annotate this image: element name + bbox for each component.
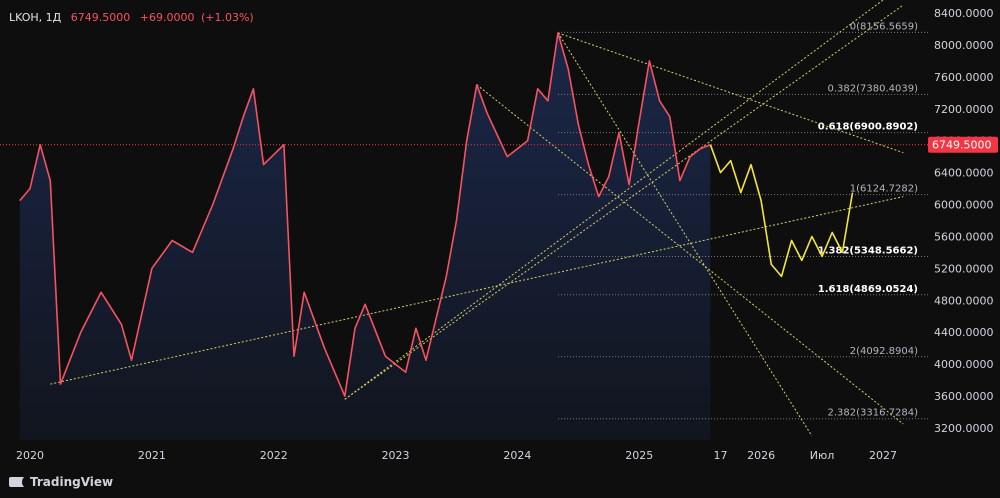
- current-price-badge: [928, 136, 998, 153]
- fib-level-label: 0.382(7380.4039): [827, 83, 918, 94]
- symbol-header: LKOH, 1Д 6749.5000 +69.0000 (+1.03%): [9, 11, 254, 24]
- last-price: 6749.5000: [70, 11, 131, 24]
- x-tick-label: 2021: [138, 449, 166, 462]
- y-tick-label: 7200.0000: [934, 103, 994, 116]
- price-change: +69.0000: [139, 11, 195, 24]
- y-tick-label: 7600.0000: [934, 71, 994, 84]
- price-change-pct: (+1.03%): [200, 11, 254, 24]
- y-tick-label: 4800.0000: [934, 294, 994, 307]
- y-tick-label: 6400.0000: [934, 167, 994, 180]
- x-tick-label: 2026: [747, 449, 775, 462]
- tradingview-logo-icon: [9, 477, 28, 487]
- logo-text: TradingView: [30, 475, 114, 489]
- fib-level-label: 2.382(3316.7284): [827, 408, 918, 419]
- fib-level-label: 1.382(5348.5662): [818, 246, 918, 257]
- y-tick-label: 5200.0000: [934, 262, 994, 275]
- fib-level-label: 0.618(6900.8902): [818, 122, 918, 133]
- y-tick-label: 8400.0000: [934, 7, 994, 20]
- forecast-line[interactable]: [709, 144, 854, 278]
- fib-level-label: 2(4092.8904): [850, 346, 918, 357]
- x-tick-label: 2020: [16, 449, 44, 462]
- fib-level-label: 1(6124.7282): [850, 184, 918, 195]
- price-line[interactable]: [19, 32, 711, 397]
- y-tick-label: 5600.0000: [934, 230, 994, 243]
- fib-level-label: 1.618(4869.0524): [818, 284, 918, 295]
- y-tick-label: 3600.0000: [934, 390, 994, 403]
- current-price-label: 6749.5000: [932, 139, 992, 152]
- trend-line[interactable]: [557, 32, 813, 437]
- trend-line[interactable]: [557, 32, 904, 154]
- y-tick-label: 4000.0000: [934, 358, 994, 371]
- y-tick-label: 8000.0000: [934, 39, 994, 52]
- x-tick-label: 17: [714, 449, 728, 462]
- trend-line[interactable]: [476, 84, 904, 425]
- tradingview-logo[interactable]: TradingView: [9, 475, 113, 489]
- y-tick-label: 6000.0000: [934, 199, 994, 212]
- symbol-name[interactable]: LKOH: [9, 11, 39, 24]
- interval[interactable]: 1Д: [45, 11, 62, 24]
- x-tick-label: 2027: [869, 449, 897, 462]
- fib-level-label: 0(8156.5659): [850, 21, 918, 32]
- x-tick-label: 2025: [625, 449, 653, 462]
- y-tick-label: 3200.0000: [934, 422, 994, 435]
- x-tick-label: 2022: [260, 449, 288, 462]
- x-tick-label: Июл: [810, 449, 835, 462]
- price-area-fill: [19, 32, 711, 441]
- trend-line[interactable]: [50, 196, 904, 385]
- x-tick-label: 2024: [503, 449, 531, 462]
- y-tick-label: 4400.0000: [934, 326, 994, 339]
- x-tick-label: 2023: [382, 449, 410, 462]
